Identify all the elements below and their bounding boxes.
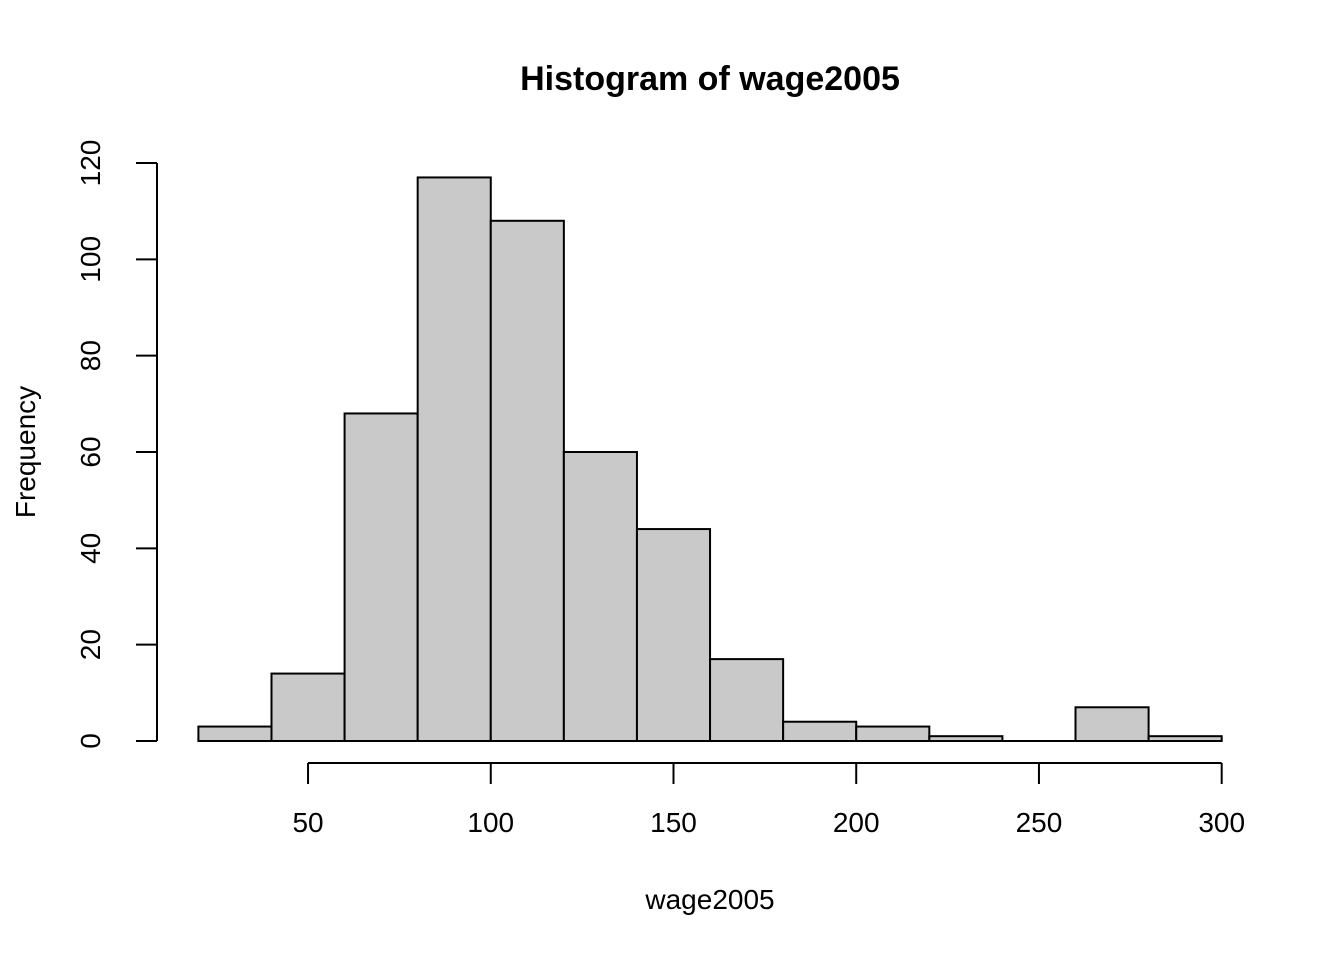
x-tick-label: 50 bbox=[292, 807, 323, 838]
y-tick-label: 60 bbox=[75, 436, 106, 467]
x-tick-label: 200 bbox=[833, 807, 880, 838]
histogram-bar bbox=[1147, 735, 1223, 742]
histogram-bar bbox=[709, 658, 785, 742]
y-tick-label: 0 bbox=[75, 733, 106, 749]
histogram-bar bbox=[270, 672, 346, 743]
histogram-bar bbox=[197, 725, 273, 743]
y-tick-label: 100 bbox=[75, 236, 106, 283]
histogram-bar bbox=[416, 176, 492, 742]
histogram-bar bbox=[782, 720, 858, 743]
x-tick-label: 150 bbox=[650, 807, 697, 838]
x-tick-label: 300 bbox=[1198, 807, 1245, 838]
histogram-bar bbox=[635, 528, 712, 742]
x-tick-label: 250 bbox=[1016, 807, 1063, 838]
histogram-bar bbox=[343, 412, 419, 742]
x-tick-label: 100 bbox=[467, 807, 514, 838]
histogram-bar bbox=[489, 219, 565, 743]
y-tick-label: 20 bbox=[75, 629, 106, 660]
histogram-bar bbox=[928, 735, 1004, 742]
y-tick-label: 80 bbox=[75, 340, 106, 371]
y-tick-label: 120 bbox=[75, 140, 106, 187]
chart-title: Histogram of wage2005 bbox=[520, 60, 900, 98]
histogram-bar bbox=[562, 450, 638, 742]
histogram-bar bbox=[855, 725, 931, 743]
y-tick-label: 40 bbox=[75, 533, 106, 564]
x-axis-label: wage2005 bbox=[645, 884, 775, 915]
histogram-bar bbox=[1074, 706, 1150, 742]
